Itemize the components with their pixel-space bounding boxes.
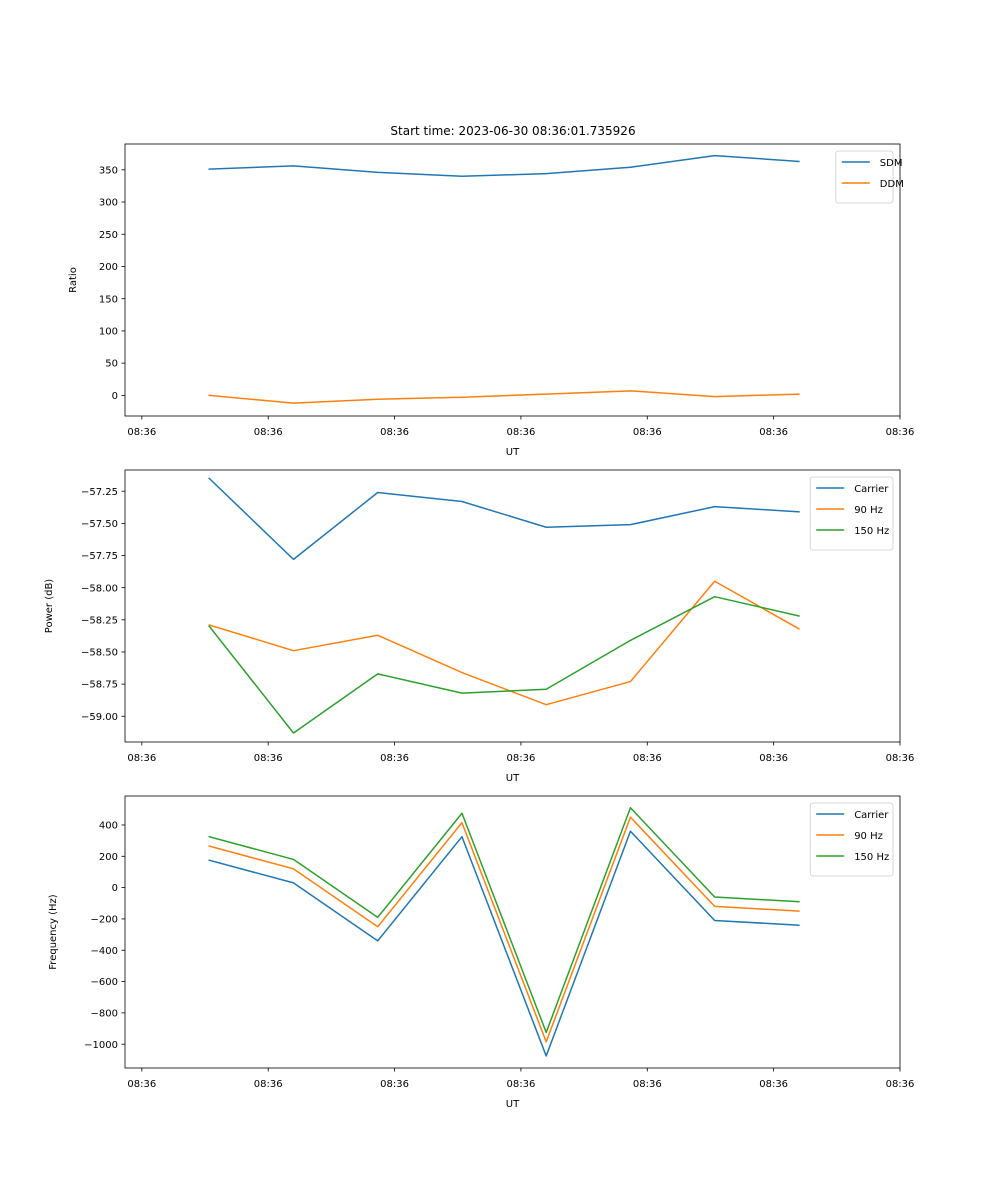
y-tick-label: −59.00 xyxy=(81,712,118,723)
y-tick-label: 0 xyxy=(112,883,118,894)
x-tick-label: 08:36 xyxy=(886,1079,915,1090)
x-tick-label: 08:36 xyxy=(254,1079,283,1090)
y-tick-label: −58.00 xyxy=(81,583,118,594)
axes-frame xyxy=(124,795,901,1069)
series-line-sdm xyxy=(208,154,800,177)
x-tick-label: 08:36 xyxy=(507,753,536,764)
x-tick-label: 08:36 xyxy=(886,753,915,764)
y-tick-label: 200 xyxy=(99,262,118,273)
x-tick-label: 08:36 xyxy=(633,1079,662,1090)
figure-title: Start time: 2023-06-30 08:36:01.735926 xyxy=(390,124,635,138)
series-line-carrier xyxy=(208,830,800,1057)
legend-box xyxy=(835,150,894,204)
y-tick-label: −200 xyxy=(91,915,118,926)
chart-2: 08:36 08:36 08:36 08:36 08:36 08:36 08:36 −59.0… xyxy=(44,469,915,784)
x-tick-label: 08:36 xyxy=(127,1079,156,1090)
y-tick-label: −600 xyxy=(91,977,118,988)
y-tick-label: −57.75 xyxy=(81,551,118,562)
legend-label: Carrier xyxy=(854,484,889,495)
x-tick-label: 08:36 xyxy=(254,427,283,438)
series-line-ddm xyxy=(208,390,800,404)
x-tick-label: 08:36 xyxy=(633,427,662,438)
legend-box xyxy=(809,802,894,877)
legend: SDM DDM xyxy=(835,150,904,204)
y-tick-label: −58.25 xyxy=(81,615,118,626)
x-tick-label: 08:36 xyxy=(759,1079,788,1090)
legend-label: 90 Hz xyxy=(854,831,883,842)
legend-label: 150 Hz xyxy=(854,526,889,537)
x-tick-label: 08:36 xyxy=(380,1079,409,1090)
x-tick-label: 08:36 xyxy=(380,427,409,438)
y-tick-label: 0 xyxy=(112,391,118,402)
x-tick-label: 08:36 xyxy=(886,427,915,438)
axes-frame xyxy=(124,469,901,743)
x-axis-label: UT xyxy=(506,447,520,458)
y-tick-label: 50 xyxy=(105,359,118,370)
y-tick-label: −800 xyxy=(91,1008,118,1019)
series-line-90-hz xyxy=(208,816,800,1043)
axes-frame xyxy=(124,143,901,417)
chart-1: 08:36 08:36 08:36 08:36 08:36 08:36 08:36 0 50 10… xyxy=(68,143,915,458)
x-tick-label: 08:36 xyxy=(127,753,156,764)
y-tick-label: 350 xyxy=(99,165,118,176)
y-tick-label: −400 xyxy=(91,946,118,957)
y-tick-label: −57.25 xyxy=(81,487,118,498)
y-axis-label: Power (dB) xyxy=(44,579,55,634)
chart-3: 08:36 08:36 08:36 08:36 08:36 08:36 08:36 −1000… xyxy=(48,795,915,1110)
legend-box xyxy=(809,476,894,551)
x-tick-label: 08:36 xyxy=(507,1079,536,1090)
legend: Carrier 90 Hz 150 Hz xyxy=(809,802,894,877)
legend-label: SDM xyxy=(880,158,903,169)
legend-label: Carrier xyxy=(854,810,889,821)
y-axis-label: Ratio xyxy=(68,267,79,293)
y-axis-label: Frequency (Hz) xyxy=(48,894,59,970)
legend: Carrier 90 Hz 150 Hz xyxy=(809,476,894,551)
y-tick-label: −58.50 xyxy=(81,648,118,659)
x-tick-label: 08:36 xyxy=(759,753,788,764)
y-tick-label: 150 xyxy=(99,294,118,305)
y-tick-label: 200 xyxy=(99,852,118,863)
y-tick-label: −1000 xyxy=(84,1040,118,1051)
y-tick-label: 300 xyxy=(99,198,118,209)
series-line-150-hz xyxy=(208,595,800,734)
x-tick-label: 08:36 xyxy=(633,753,662,764)
x-tick-label: 08:36 xyxy=(759,427,788,438)
x-tick-label: 08:36 xyxy=(507,427,536,438)
legend-label: 90 Hz xyxy=(854,505,883,516)
series-line-150-hz xyxy=(208,806,800,1034)
legend-label: DDM xyxy=(880,179,904,190)
y-tick-label: −57.50 xyxy=(81,519,118,530)
x-axis-label: UT xyxy=(506,1099,520,1110)
y-tick-label: −58.75 xyxy=(81,680,118,691)
y-tick-label: 250 xyxy=(99,230,118,241)
x-tick-label: 08:36 xyxy=(380,753,409,764)
legend-label: 150 Hz xyxy=(854,852,889,863)
x-tick-label: 08:36 xyxy=(127,427,156,438)
series-line-90-hz xyxy=(208,580,800,706)
y-tick-label: 100 xyxy=(99,327,118,338)
series-line-carrier xyxy=(208,477,800,561)
x-tick-label: 08:36 xyxy=(254,753,283,764)
x-axis-label: UT xyxy=(506,773,520,784)
y-tick-label: 400 xyxy=(99,821,118,832)
